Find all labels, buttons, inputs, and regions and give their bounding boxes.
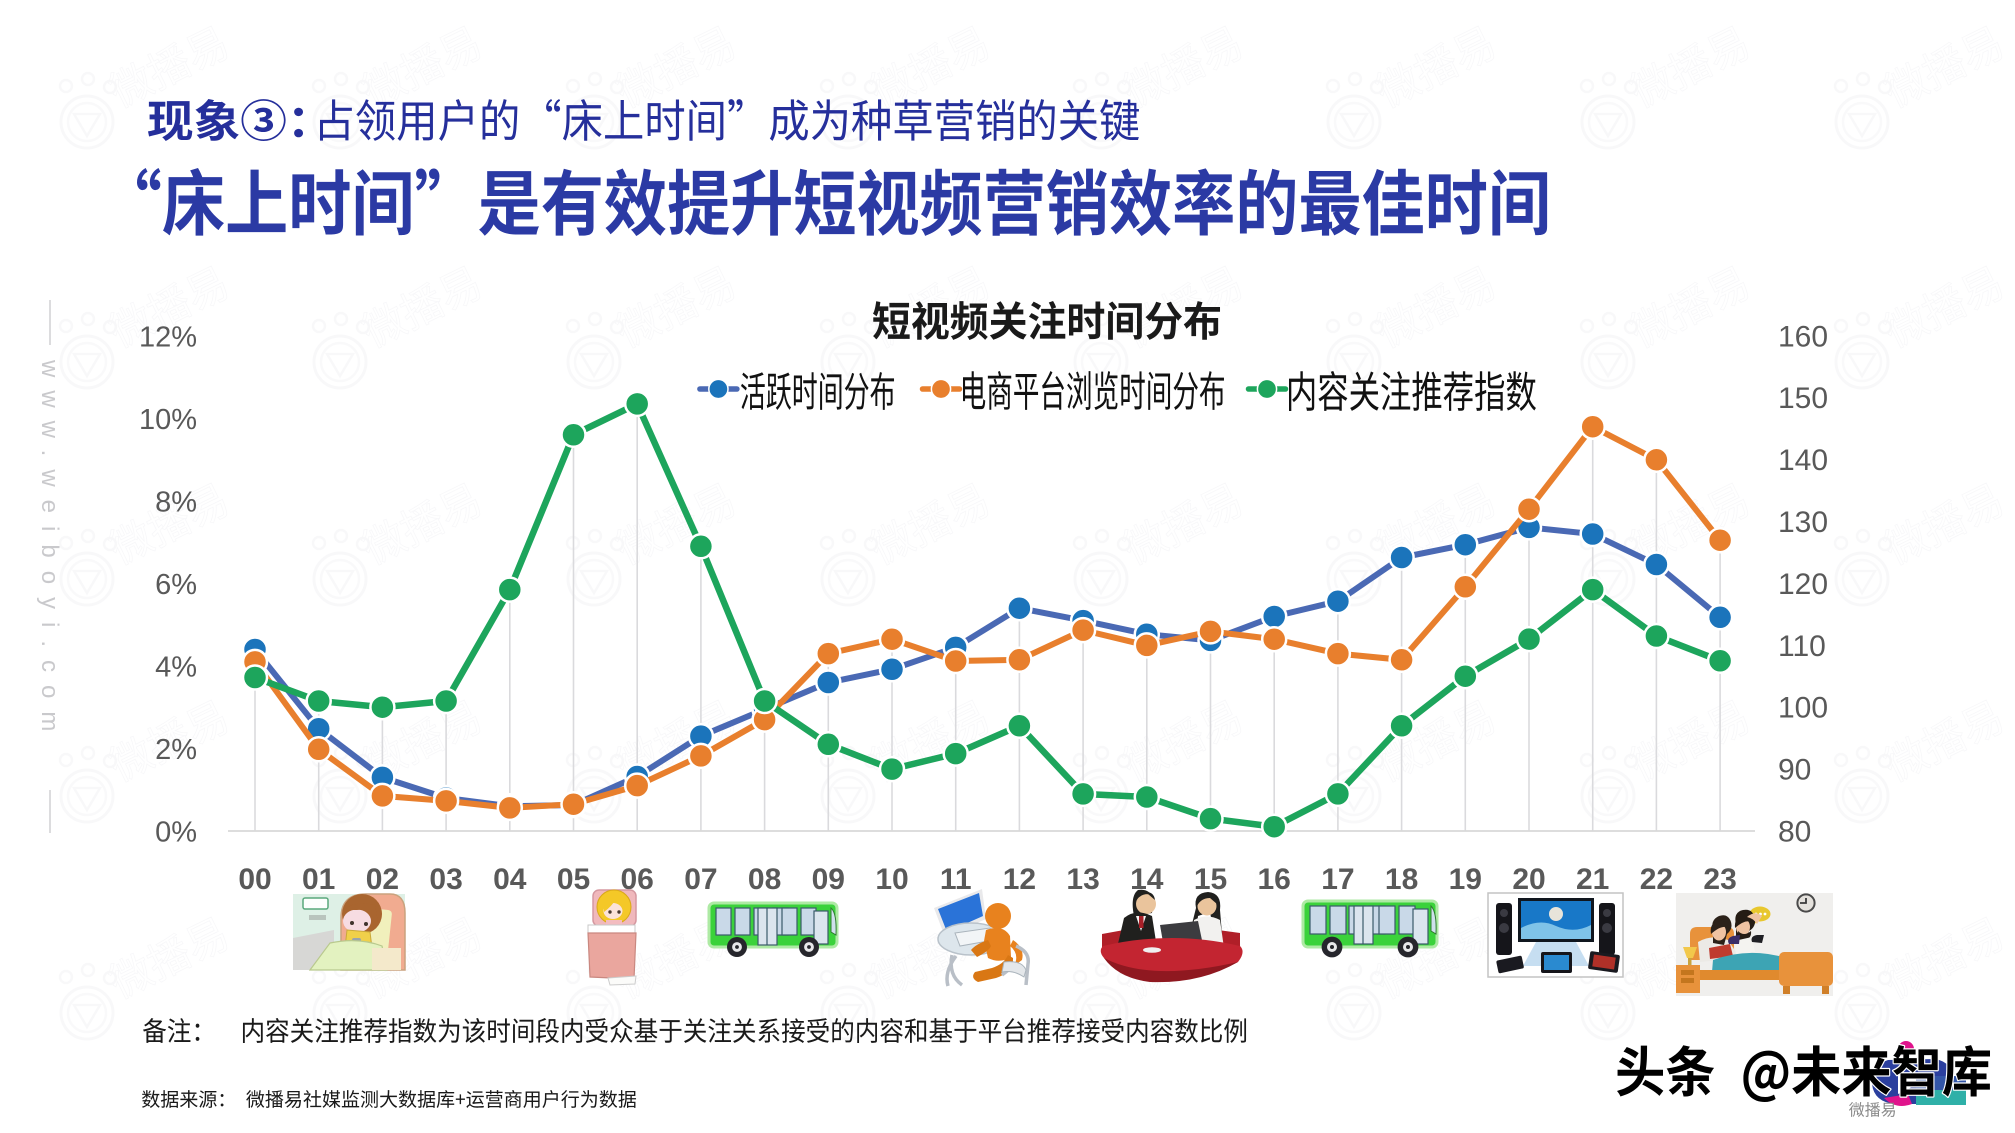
- svg-text:12%: 12%: [139, 322, 197, 354]
- svg-text:01: 01: [302, 863, 335, 896]
- svg-text:04: 04: [493, 863, 527, 896]
- svg-text:19: 19: [1449, 863, 1482, 896]
- svg-text:130: 130: [1778, 506, 1828, 539]
- svg-text:4%: 4%: [155, 652, 197, 684]
- svg-text:17: 17: [1321, 863, 1354, 896]
- svg-text:09: 09: [812, 863, 845, 896]
- svg-text:13: 13: [1066, 863, 1099, 896]
- svg-text:11: 11: [940, 863, 972, 896]
- svg-text:160: 160: [1778, 320, 1828, 353]
- svg-text:22: 22: [1640, 863, 1673, 896]
- svg-text:16: 16: [1258, 863, 1291, 896]
- svg-text:80: 80: [1778, 816, 1811, 849]
- svg-text:8%: 8%: [155, 487, 197, 519]
- svg-text:03: 03: [429, 863, 462, 896]
- svg-text:120: 120: [1778, 568, 1828, 601]
- svg-text:www.weiboyi.com: www.weiboyi.com: [36, 359, 63, 744]
- svg-text:14: 14: [1130, 863, 1164, 896]
- svg-text:18: 18: [1385, 863, 1418, 896]
- svg-text:20: 20: [1512, 863, 1545, 896]
- svg-text:05: 05: [557, 863, 590, 896]
- svg-text:02: 02: [366, 863, 399, 896]
- svg-text:21: 21: [1576, 863, 1609, 896]
- svg-text:0%: 0%: [155, 817, 197, 849]
- svg-text:08: 08: [748, 863, 781, 896]
- svg-text:150: 150: [1778, 382, 1828, 415]
- svg-text:2%: 2%: [155, 734, 197, 766]
- svg-text:100: 100: [1778, 692, 1828, 725]
- svg-text:07: 07: [684, 863, 717, 896]
- svg-text:10%: 10%: [139, 404, 197, 436]
- svg-text:140: 140: [1778, 444, 1828, 477]
- svg-text:6%: 6%: [155, 569, 197, 601]
- svg-text:12: 12: [1003, 863, 1036, 896]
- svg-text:15: 15: [1194, 863, 1227, 896]
- svg-text:00: 00: [238, 863, 271, 896]
- svg-text:10: 10: [875, 863, 908, 896]
- svg-text:110: 110: [1778, 630, 1826, 663]
- svg-text:90: 90: [1778, 754, 1811, 787]
- svg-text:23: 23: [1703, 863, 1736, 896]
